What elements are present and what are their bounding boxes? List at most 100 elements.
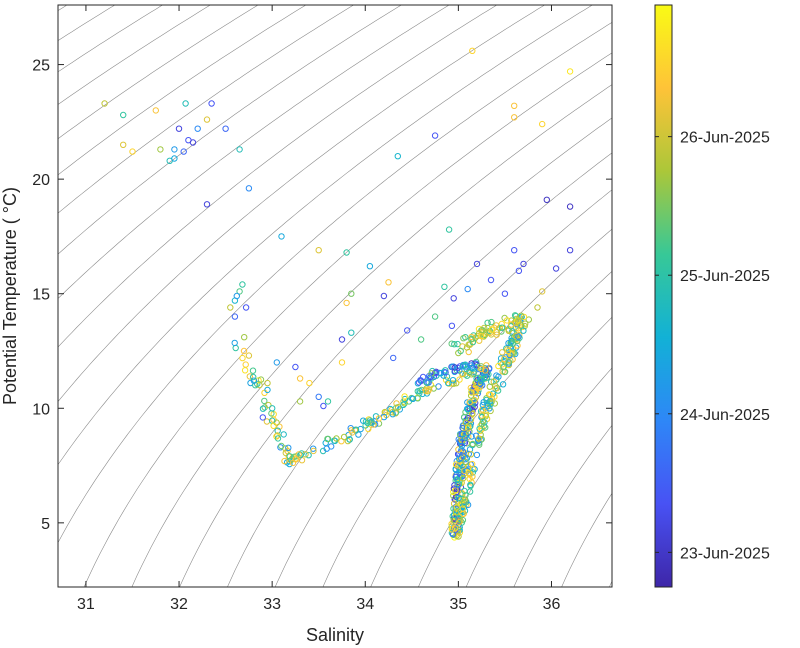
data-point [442,369,449,376]
data-point [175,125,183,132]
data-point [231,339,238,347]
y-tick-label: 25 [32,58,50,75]
data-point [182,100,189,107]
data-point [431,313,439,320]
y-tick-label: 10 [32,401,50,418]
data-point [236,288,243,295]
data-point [466,471,473,478]
data-point [490,378,497,385]
data-point [370,421,377,428]
data-point [480,422,488,430]
data-point [479,326,486,334]
data-point [516,334,523,342]
data-point [449,377,457,384]
data-point [462,363,469,370]
data-point [208,100,215,107]
data-point [346,436,353,443]
data-point [497,355,505,362]
data-point [426,374,433,382]
data-point [250,373,257,381]
data-point [521,322,528,330]
data-point [366,263,374,270]
data-point [222,125,229,132]
data-point [259,405,267,412]
data-point [461,499,468,507]
data-point [394,404,402,411]
data-point [274,432,281,439]
data-point [344,437,352,445]
data-point [343,249,350,256]
isopycnal-line [58,5,355,214]
data-point [448,322,456,329]
data-point [274,435,282,442]
data-point [476,380,484,387]
data-point [189,139,197,146]
data-point [505,326,512,333]
data-point [464,425,472,432]
data-point [324,435,331,443]
isopycnal-line [58,5,546,402]
y-tick-label: 15 [32,287,50,304]
data-point [505,347,512,355]
data-point [480,375,488,382]
data-point [273,359,280,366]
data-point [441,283,448,290]
data-point [467,481,474,489]
x-axis-label: Salinity [306,625,364,645]
data-point [448,380,456,387]
data-point [252,382,259,389]
data-point [514,318,522,325]
isopycnal-line [274,189,612,587]
data-point [477,431,484,438]
data-point [456,518,463,526]
data-point [455,446,462,453]
data-point [514,317,521,324]
data-point [464,406,472,413]
isopycnal-line [465,367,612,587]
data-point [461,413,468,421]
data-point [460,475,467,482]
data-point [157,146,164,153]
isopycnal-line [131,84,612,587]
data-point [459,505,466,512]
isopycnal-line [418,316,612,587]
data-point [171,155,178,162]
data-point [486,405,493,412]
data-point [239,354,246,362]
data-point [392,409,400,416]
data-point [450,295,457,302]
x-tick-label: 34 [356,596,374,613]
data-point [469,410,476,417]
data-point [469,47,476,54]
isopycnal-line [58,5,402,255]
data-point [539,120,546,128]
data-point [487,276,495,284]
data-point [233,292,241,300]
x-tick-label: 35 [449,596,467,613]
colorbar-ticks: 23-Jun-2025 24-Jun-2025 25-Jun-2025 26-Jun-… [655,130,770,562]
data-points [101,47,574,541]
data-point [129,148,136,155]
data-point [511,102,518,110]
isopycnal-line [227,152,612,587]
data-point [250,377,258,384]
data-point [246,373,254,380]
y-tick-label: 20 [32,172,50,189]
data-point [460,335,467,342]
data-point [242,304,250,311]
data-point [500,363,507,370]
data-point [456,376,463,383]
data-point [472,379,480,387]
data-point [475,435,483,442]
data-point [389,411,396,418]
isopycnal-line [513,424,612,587]
data-point [459,516,467,524]
data-point [448,363,456,370]
data-point [245,352,253,359]
data-point [426,386,433,393]
data-point [501,290,509,297]
data-point [534,304,541,311]
data-point [415,379,423,386]
data-point [380,292,388,300]
data-point [492,385,499,392]
